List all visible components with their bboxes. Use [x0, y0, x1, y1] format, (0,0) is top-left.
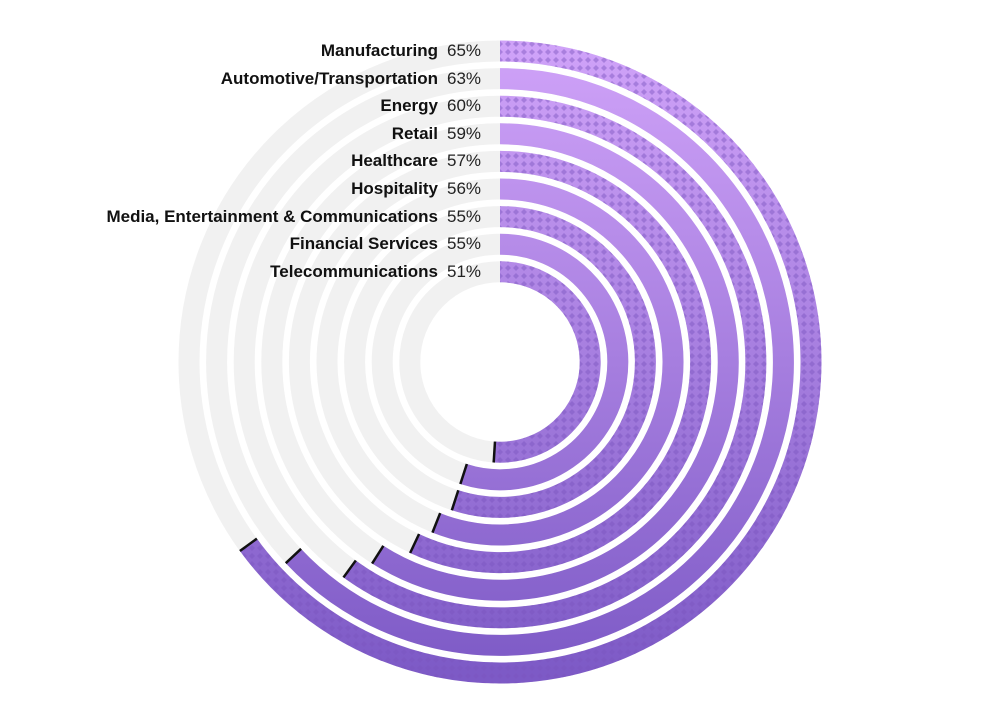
value-label: 60%: [447, 96, 482, 116]
value-label: 57%: [447, 151, 482, 171]
category-label: Media, Entertainment & Communications: [106, 206, 438, 226]
category-label: Healthcare: [351, 151, 438, 171]
value-label: 59%: [447, 123, 482, 143]
ring-bar-pattern: [451, 206, 656, 518]
ring-bar-pattern: [343, 95, 767, 629]
value-label: 63%: [447, 68, 482, 88]
ring-bar-pattern: [239, 40, 822, 684]
value-label: 55%: [447, 206, 482, 226]
category-label: Manufacturing: [320, 41, 438, 60]
ring-end-cap: [408, 533, 421, 554]
category-label: Automotive/Transportation: [220, 68, 438, 88]
ring-end-cap: [342, 559, 357, 579]
ring-bar: [285, 68, 794, 656]
ring-bar: [432, 178, 684, 546]
ring-end-cap: [371, 545, 385, 565]
ring-end-cap: [239, 537, 258, 552]
value-label: 55%: [447, 234, 482, 254]
ring-end-cap: [492, 441, 497, 463]
category-label: Financial Services: [289, 234, 438, 254]
ring-end-cap: [450, 489, 460, 511]
value-label: 56%: [447, 179, 482, 198]
category-label: Hospitality: [351, 179, 438, 198]
category-label: Retail: [391, 123, 438, 143]
ring-bar: [372, 123, 739, 601]
ring-bar: [460, 233, 629, 491]
ring-bar-pattern: [493, 261, 601, 463]
ring-end-cap: [284, 547, 302, 565]
category-label: Telecommunications: [270, 261, 438, 281]
category-label: Energy: [380, 96, 438, 116]
ring-end-cap: [431, 512, 442, 534]
ring-end-cap: [459, 463, 469, 485]
value-label: 51%: [447, 261, 482, 281]
value-label: 65%: [447, 41, 482, 60]
ring-bar-pattern: [410, 150, 712, 574]
